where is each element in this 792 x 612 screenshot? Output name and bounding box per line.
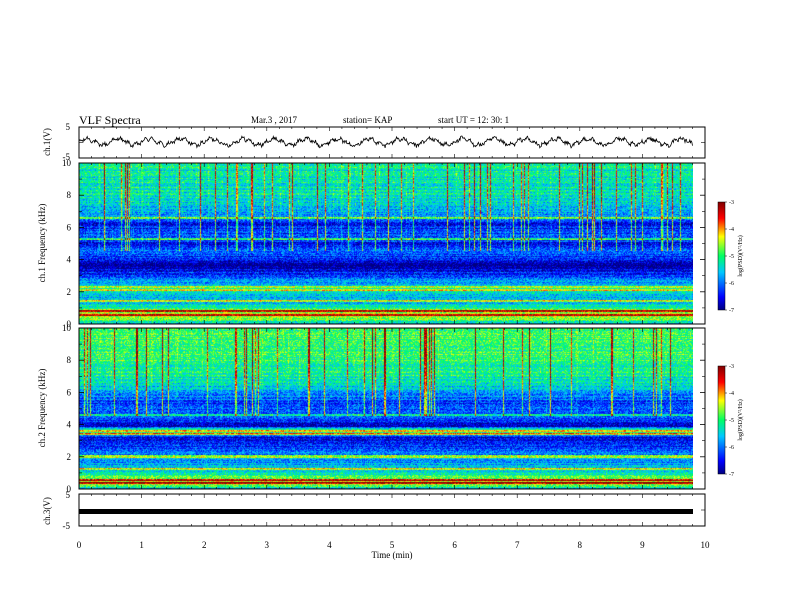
y-tick-label: 2 — [67, 452, 72, 462]
ch3-waveform-panel: 5 -5 ch.3(V) — [42, 490, 706, 531]
date-label: Mar.3 , 2017 — [251, 115, 297, 125]
time-axis-label: Time (min) — [372, 550, 413, 560]
station-label: station= KAP — [343, 115, 392, 125]
x-tick-label: 1 — [139, 540, 144, 550]
y-tick-label: 4 — [67, 420, 72, 430]
ch3-waveform-ylabel: ch.3(V) — [42, 497, 52, 525]
ch1-spectrogram-heatmap — [79, 163, 693, 324]
y-tick-label: 10 — [62, 158, 72, 168]
colorbar-tick-label: -5 — [729, 418, 734, 424]
colorbar-tick-label: -4 — [729, 391, 734, 397]
ch1-ytick-top: 5 — [66, 122, 71, 132]
colorbar-tick-label: -4 — [729, 227, 734, 233]
x-tick-label: 0 — [77, 540, 82, 550]
ch3-waveform-line — [79, 509, 693, 514]
colorbar-label: log(PSD)(V²/Hz) — [737, 235, 744, 276]
ch3-ytick-bottom: -5 — [63, 521, 71, 531]
y-tick-label: 2 — [67, 287, 72, 297]
colorbar-strip — [717, 365, 726, 475]
colorbar-tick-label: -3 — [729, 364, 734, 370]
ch1-waveform-panel: 5 -5 ch.1(V) — [42, 122, 706, 162]
ch1-spectrogram-image-wrap — [79, 163, 693, 324]
ch2-spectrogram-heatmap — [79, 328, 693, 489]
start-time-label: start UT = 12: 30: 1 — [438, 115, 509, 125]
colorbar-strip — [717, 201, 726, 311]
ch1-spectrogram-ylabel-channel: ch.1 Frequency (kHz) — [37, 204, 47, 283]
x-tick-label: 6 — [452, 540, 457, 550]
y-tick-label: 8 — [67, 190, 72, 200]
colorbar-tick-label: -7 — [729, 308, 734, 314]
y-tick-label: 6 — [67, 222, 72, 232]
time-axis: 0 1 2 3 4 5 6 7 8 9 10 — [77, 540, 710, 550]
y-tick-label: 4 — [67, 255, 72, 265]
x-tick-label: 2 — [202, 540, 207, 550]
ch1-colorbar: -3 -4 -5 -6 -7 log(PSD)(V²/Hz) — [717, 200, 744, 314]
y-tick-label: 8 — [67, 355, 72, 365]
x-tick-label: 9 — [640, 540, 645, 550]
colorbar-tick-label: -3 — [729, 200, 734, 206]
x-tick-label: 7 — [515, 540, 520, 550]
ch2-spectrogram-panel: 0 2 4 6 8 10 ch.2 Frequency (kHz) — [37, 323, 706, 494]
figure-title: VLF Spectra — [79, 113, 141, 127]
y-tick-label: 6 — [67, 387, 72, 397]
ch1-spectrogram-panel: 0 2 4 6 8 10 ch.1 Frequency (kHz) — [37, 158, 706, 329]
ch2-spectrogram-ylabel-channel: ch.2 Frequency (kHz) — [37, 369, 47, 448]
ch1-waveform-ticks — [78, 126, 706, 159]
ch1-spectrogram-ticks: 0 2 4 6 8 10 — [62, 158, 706, 329]
x-tick-label: 3 — [265, 540, 270, 550]
ch1-ytick-bottom: -5 — [63, 152, 71, 162]
ch1-waveform-line — [78, 135, 693, 149]
x-tick-label: 5 — [390, 540, 395, 550]
x-tick-label: 8 — [578, 540, 583, 550]
colorbar-tick-label: -6 — [729, 445, 734, 451]
y-tick-label: 0 — [67, 484, 72, 494]
colorbar-tick-label: -6 — [729, 281, 734, 287]
x-tick-label: 4 — [327, 540, 332, 550]
ch1-waveform-ylabel: ch.1(V) — [42, 128, 52, 156]
y-tick-label: 0 — [67, 319, 72, 329]
ch2-spectrogram-image-wrap — [79, 328, 693, 489]
ch2-colorbar: -3 -4 -5 -6 -7 log(PSD)(V²/Hz) — [717, 364, 744, 478]
ch3-ytick-top: 5 — [66, 490, 71, 500]
y-tick-label: 10 — [62, 323, 72, 333]
colorbar-label: log(PSD)(V²/Hz) — [737, 399, 744, 440]
colorbar-tick-label: -7 — [729, 472, 734, 478]
colorbar-tick-label: -5 — [729, 254, 734, 260]
ch2-spectrogram-ticks: 0 2 4 6 8 10 — [62, 323, 706, 494]
x-tick-label: 10 — [701, 540, 711, 550]
